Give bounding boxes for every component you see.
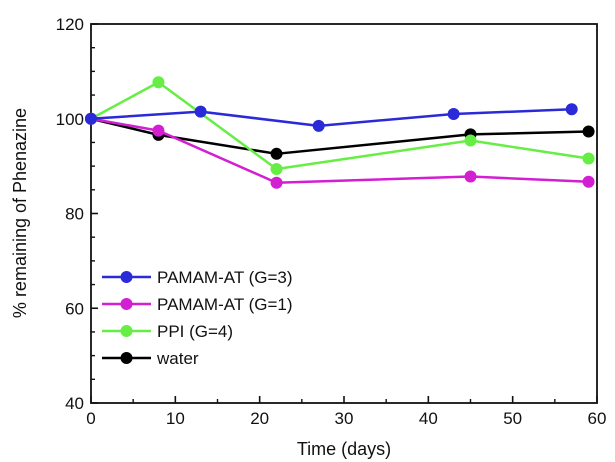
y-tick-label: 120 — [56, 15, 84, 34]
x-tick-label: 20 — [250, 409, 269, 428]
data-point — [152, 76, 165, 89]
y-axis-title: % remaining of Phenazine — [10, 108, 30, 318]
axes: 0 10 20 30 40 50 60 40 60 80 100 120 — [56, 15, 607, 428]
x-tick-label: 60 — [588, 409, 607, 428]
x-tick-label: 50 — [503, 409, 522, 428]
legend-label: water — [156, 349, 199, 368]
legend-entry: PPI (G=4) — [102, 322, 233, 341]
legend-entry: PAMAM-AT (G=3) — [102, 268, 293, 287]
x-tick-label: 0 — [86, 409, 95, 428]
data-point — [565, 103, 578, 116]
series-line — [90, 117, 589, 184]
legend-label: PAMAM-AT (G=3) — [157, 268, 293, 287]
data-point — [582, 125, 595, 138]
data-point — [270, 176, 283, 189]
data-point — [464, 170, 477, 183]
legend-marker — [120, 298, 133, 310]
legend-label: PPI (G=4) — [157, 322, 233, 341]
axis-ticks: 0 10 20 30 40 50 60 40 60 80 100 120 — [56, 15, 607, 428]
legend-entry: water — [102, 349, 199, 368]
y-tick-label: 80 — [65, 205, 84, 224]
data-point — [270, 147, 283, 160]
y-tick-label: 100 — [56, 110, 84, 129]
legend-marker — [120, 325, 133, 337]
legend-label: PAMAM-AT (G=1) — [157, 295, 293, 314]
y-tick-label: 40 — [65, 394, 84, 413]
x-tick-label: 40 — [419, 409, 438, 428]
legend-marker — [120, 352, 133, 364]
data-point — [312, 119, 325, 132]
data-point — [85, 112, 97, 125]
x-tick-label: 10 — [166, 409, 185, 428]
plot-frame — [90, 23, 598, 404]
data-point — [194, 105, 207, 118]
series-layer — [85, 76, 595, 189]
series-line — [90, 108, 572, 128]
data-point — [464, 134, 477, 147]
legend: PAMAM-AT (G=3) PAMAM-AT (G=1) PPI (G=4) wat… — [102, 268, 293, 368]
series-line — [90, 81, 589, 171]
x-tick-label: 30 — [335, 409, 354, 428]
series-3 — [85, 112, 595, 160]
data-point — [152, 124, 165, 137]
data-point — [270, 162, 283, 175]
legend-marker — [120, 271, 133, 283]
y-tick-label: 60 — [65, 299, 84, 318]
legend-entry: PAMAM-AT (G=1) — [102, 295, 293, 314]
data-point — [582, 175, 595, 188]
data-point — [447, 108, 460, 121]
data-point — [582, 152, 595, 165]
series-0 — [85, 103, 578, 132]
x-axis-title: Time (days) — [297, 439, 391, 459]
